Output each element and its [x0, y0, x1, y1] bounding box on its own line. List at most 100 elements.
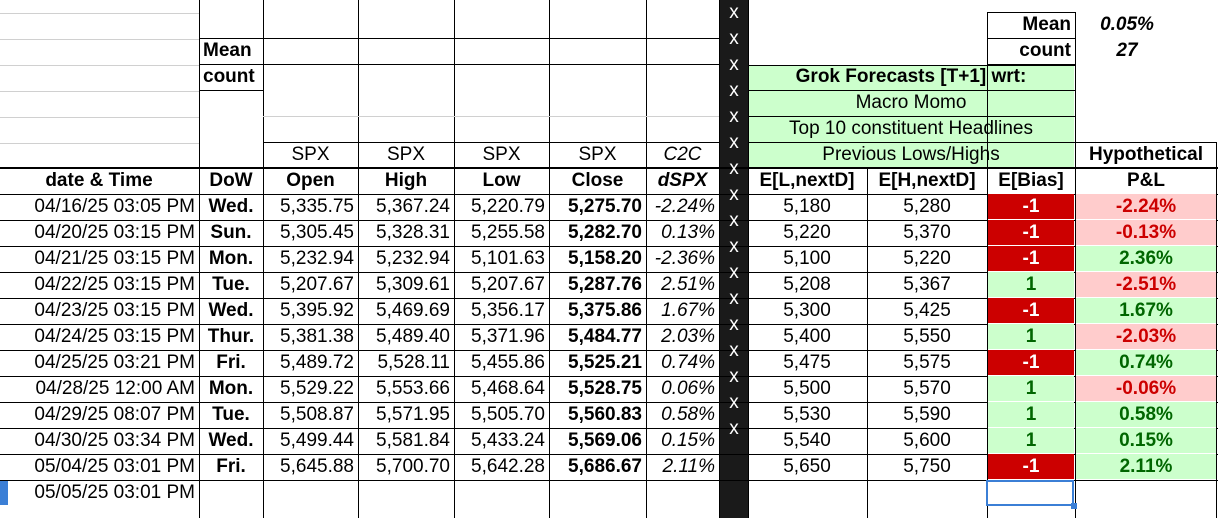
eh-cell[interactable]: 5,575 — [903, 352, 951, 373]
header-c2c[interactable]: C2C — [663, 144, 702, 165]
dow-cell[interactable]: Mon. — [208, 248, 254, 269]
date-cell[interactable]: 04/24/25 03:15 PM — [34, 326, 195, 347]
close-cell[interactable]: 5,287.76 — [568, 274, 642, 295]
close-cell[interactable]: 5,686.67 — [568, 456, 642, 477]
pl-cell[interactable]: 2.36% — [1076, 246, 1216, 271]
high-cell[interactable]: 5,528.11 — [377, 352, 450, 373]
high-cell[interactable]: 5,367.24 — [376, 196, 450, 217]
header-spx-high[interactable]: SPX — [386, 144, 426, 165]
pl-cell[interactable]: -0.13% — [1076, 220, 1216, 245]
el-cell[interactable]: 5,650 — [783, 456, 831, 477]
open-cell[interactable]: 5,335.75 — [280, 196, 354, 217]
dow-cell[interactable]: Sun. — [210, 222, 252, 243]
header-spx-open[interactable]: SPX — [291, 144, 330, 165]
close-cell[interactable]: 5,528.75 — [568, 378, 642, 399]
bias-cell[interactable]: -1 — [988, 350, 1074, 375]
close-cell[interactable]: 5,569.06 — [568, 430, 642, 451]
close-cell[interactable]: 5,375.86 — [568, 300, 642, 321]
high-cell[interactable]: 5,581.84 — [376, 430, 450, 451]
count-label[interactable]: count — [1019, 40, 1071, 61]
open-cell[interactable]: 5,395.92 — [280, 300, 354, 321]
open-cell[interactable]: 5,207.67 — [280, 274, 354, 295]
dspx-cell[interactable]: -2.24% — [654, 196, 715, 217]
close-cell[interactable]: 5,525.21 — [568, 352, 642, 373]
mean-label[interactable]: Mean — [1022, 14, 1071, 35]
header-spx-low[interactable]: SPX — [482, 144, 521, 165]
pl-cell[interactable]: 0.15% — [1076, 428, 1216, 453]
low-cell[interactable]: 5,433.24 — [471, 430, 545, 451]
open-cell[interactable]: 5,232.94 — [280, 248, 354, 269]
header-high[interactable]: High — [384, 170, 428, 191]
high-cell[interactable]: 5,489.40 — [376, 326, 450, 347]
high-cell[interactable]: 5,328.31 — [376, 222, 450, 243]
dow-cell[interactable]: Tue. — [212, 274, 250, 295]
header-dspx[interactable]: dSPX — [657, 170, 708, 191]
open-cell[interactable]: 5,508.87 — [280, 404, 354, 425]
dspx-cell[interactable]: 0.74% — [661, 352, 715, 373]
header-dow[interactable]: DoW — [209, 170, 253, 191]
low-cell[interactable]: 5,255.58 — [471, 222, 545, 243]
eh-cell[interactable]: 5,570 — [903, 378, 951, 399]
bias-cell[interactable]: 1 — [988, 324, 1074, 349]
el-cell[interactable]: 5,180 — [783, 196, 831, 217]
high-cell[interactable]: 5,469.69 — [376, 300, 450, 321]
date-cell[interactable]: 04/22/25 03:15 PM — [34, 274, 195, 295]
mean-value[interactable]: 0.05% — [1100, 14, 1154, 35]
dspx-cell[interactable]: 0.15% — [661, 430, 715, 451]
date-cell-last[interactable]: 05/05/25 03:01 PM — [34, 482, 195, 503]
header-pl[interactable]: P&L — [1127, 170, 1165, 191]
dspx-cell[interactable]: 0.06% — [661, 378, 715, 399]
date-cell[interactable]: 04/23/25 03:15 PM — [34, 300, 195, 321]
high-cell[interactable]: 5,553.66 — [376, 378, 450, 399]
dspx-cell[interactable]: 1.67% — [661, 300, 715, 321]
date-cell[interactable]: 04/29/25 08:07 PM — [34, 404, 195, 425]
count-label-left[interactable]: count — [203, 66, 255, 87]
bias-cell[interactable]: 1 — [988, 376, 1074, 401]
date-cell[interactable]: 04/30/25 03:34 PM — [34, 430, 195, 451]
pl-cell[interactable]: 0.74% — [1076, 350, 1216, 375]
bias-cell[interactable]: -1 — [988, 220, 1074, 245]
mean-label-left[interactable]: Mean — [203, 40, 252, 61]
pl-cell[interactable]: 1.67% — [1076, 298, 1216, 323]
header-date[interactable]: date & Time — [45, 170, 153, 191]
dow-cell[interactable]: Tue. — [212, 404, 250, 425]
low-cell[interactable]: 5,468.64 — [471, 378, 545, 399]
el-cell[interactable]: 5,500 — [783, 378, 831, 399]
header-bias[interactable]: E[Bias] — [998, 170, 1064, 191]
high-cell[interactable]: 5,571.95 — [376, 404, 450, 425]
dspx-cell[interactable]: -2.36% — [654, 248, 715, 269]
eh-cell[interactable]: 5,750 — [903, 456, 951, 477]
dow-cell[interactable]: Thur. — [207, 326, 255, 347]
close-cell[interactable]: 5,158.20 — [568, 248, 642, 269]
low-cell[interactable]: 5,642.28 — [471, 456, 545, 477]
bias-cell[interactable]: 1 — [988, 402, 1074, 427]
el-cell[interactable]: 5,208 — [783, 274, 831, 295]
pl-cell[interactable]: -0.06% — [1076, 376, 1216, 401]
date-cell[interactable]: 04/21/25 03:15 PM — [34, 248, 195, 269]
dow-cell[interactable]: Mon. — [208, 378, 254, 399]
count-value[interactable]: 27 — [1116, 40, 1138, 61]
el-cell[interactable]: 5,100 — [783, 248, 831, 269]
eh-cell[interactable]: 5,367 — [903, 274, 951, 295]
header-close[interactable]: Close — [571, 170, 624, 191]
date-cell[interactable]: 04/25/25 03:21 PM — [34, 352, 195, 373]
bias-cell[interactable]: -1 — [988, 298, 1074, 323]
open-cell[interactable]: 5,529.22 — [280, 378, 354, 399]
header-spx-close[interactable]: SPX — [578, 144, 617, 165]
eh-cell[interactable]: 5,550 — [903, 326, 951, 347]
eh-cell[interactable]: 5,280 — [903, 196, 951, 217]
low-cell[interactable]: 5,220.79 — [471, 196, 545, 217]
fill-handle[interactable] — [1071, 503, 1077, 509]
dspx-cell[interactable]: 2.11% — [662, 456, 715, 477]
open-cell[interactable]: 5,489.72 — [280, 352, 354, 373]
pl-cell[interactable]: 2.11% — [1076, 454, 1216, 479]
el-cell[interactable]: 5,475 — [783, 352, 831, 373]
dspx-cell[interactable]: 2.03% — [661, 326, 715, 347]
el-cell[interactable]: 5,540 — [783, 430, 831, 451]
high-cell[interactable]: 5,700.70 — [376, 456, 450, 477]
pl-cell[interactable]: -2.24% — [1076, 194, 1216, 219]
eh-cell[interactable]: 5,220 — [903, 248, 951, 269]
open-cell[interactable]: 5,305.45 — [280, 222, 354, 243]
dow-cell[interactable]: Wed. — [208, 300, 254, 321]
eh-cell[interactable]: 5,600 — [903, 430, 951, 451]
